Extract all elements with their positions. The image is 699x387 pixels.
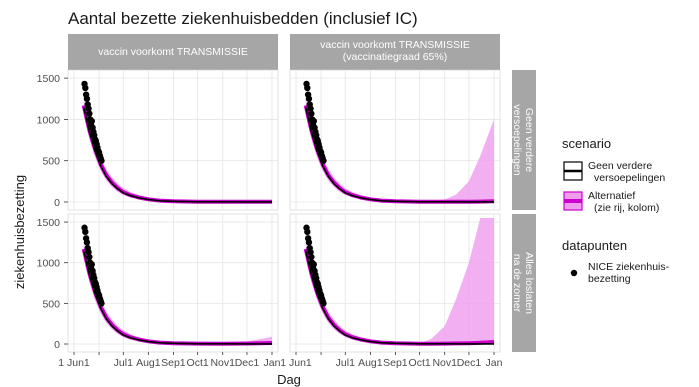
panel-r1-c2 (289, 69, 501, 211)
nice-data-point (83, 95, 91, 102)
y-tick-label: 500 (42, 298, 60, 310)
nice-data-point (88, 117, 95, 125)
nice-data-point (308, 110, 315, 117)
x-tick-label: Aug1 (358, 357, 383, 369)
nice-data-point (304, 84, 311, 92)
y-tick-label: 1000 (37, 258, 61, 270)
x-tick-label: 1 Jun1 (58, 357, 90, 369)
nice-data-point (310, 117, 317, 125)
y-tick-label: 1000 (37, 114, 61, 126)
x-tick-label: Jul1 (336, 357, 355, 369)
panel-background (67, 69, 279, 211)
facet-panels: vaccin voorkomt TRANSMISSIE vaccin voorko… (67, 34, 536, 353)
nice-data-point (88, 261, 95, 268)
y-axis-title: ziekenhuisbezetting (12, 175, 27, 289)
chart-title: Aantal bezette ziekenhuisbedden (inclusi… (68, 9, 418, 28)
row-strip-2 (512, 214, 536, 352)
x-tick-label: Oct1 (187, 357, 209, 369)
y-tick-label: 0 (54, 197, 60, 209)
x-tick-label: Aug1 (136, 357, 161, 369)
x-tick-label: Sep1 (383, 357, 408, 369)
nice-data-point (308, 253, 315, 261)
nice-data-point (307, 248, 314, 256)
legend-key-points (570, 269, 578, 277)
legend: scenario Geen verdere versoepelingen Altern… (562, 136, 670, 285)
nice-data-point (305, 239, 313, 246)
legend-title-datapunten: datapunten (562, 238, 627, 253)
alternative-uncertainty-band (305, 97, 494, 202)
x-tick-label: Dec1 (457, 357, 482, 369)
nice-data-point (86, 253, 93, 261)
x-tick-label: Jan (264, 357, 281, 369)
panel-background (67, 213, 279, 353)
x-tick-label: Dec1 (235, 357, 260, 369)
legend-label-points: NICE ziekenhuis-bezetting (588, 261, 670, 285)
nice-data-point (304, 228, 311, 236)
alternative-uncertainty-band (305, 218, 494, 344)
nice-data-point (307, 105, 314, 112)
nice-data-point (85, 248, 92, 256)
y-tick-label: 0 (54, 339, 60, 351)
panel-r2-c1 (67, 213, 279, 353)
nice-data-point (320, 300, 327, 307)
row-strip-1 (512, 70, 536, 210)
nice-data-point (320, 157, 327, 164)
col-strip-2 (290, 34, 500, 70)
col-strip-1 (68, 34, 278, 70)
nice-data-point (82, 84, 89, 92)
y-tick-label: 1500 (37, 73, 61, 85)
nice-data-point (98, 300, 105, 307)
panel-r2-c2 (289, 213, 501, 353)
x-tick-label: Nov1 (210, 357, 235, 369)
nice-data-point (310, 261, 317, 268)
y-tick-label: 1500 (37, 217, 61, 229)
nice-data-point (85, 105, 92, 112)
x-tick-label: Oct1 (409, 357, 431, 369)
nice-data-point (305, 95, 313, 102)
col-strip-label-1: vaccin voorkomt TRANSMISSIE (98, 46, 248, 58)
legend-label-alternative: Alternatief (zie rij, kolom) (588, 190, 659, 214)
nice-data-point (83, 239, 91, 246)
col-strip-label-2: vaccin voorkomt TRANSMISSIE (vaccinatiegr… (320, 39, 470, 63)
nice-data-point (98, 157, 105, 164)
row-strip-label-2: Alles loslatenna de zomer (511, 252, 535, 314)
x-tick-label: 1 Jun1 (280, 357, 312, 369)
x-tick-label: Nov1 (432, 357, 457, 369)
x-tick-label: Sep1 (161, 357, 186, 369)
nice-data-point (86, 110, 93, 117)
nice-data-point (82, 228, 89, 236)
legend-label-baseline: Geen verdere versoepelingen (588, 160, 665, 184)
x-tick-label: Jan (486, 357, 503, 369)
y-tick-label: 500 (42, 156, 60, 168)
x-axis-title: Dag (277, 372, 301, 387)
x-tick-label: Jul1 (114, 357, 133, 369)
legend-title-scenario: scenario (562, 136, 611, 151)
row-strip-label-1: Geen verdereversoepelingen (511, 104, 535, 175)
panel-r1-c1 (67, 69, 279, 211)
